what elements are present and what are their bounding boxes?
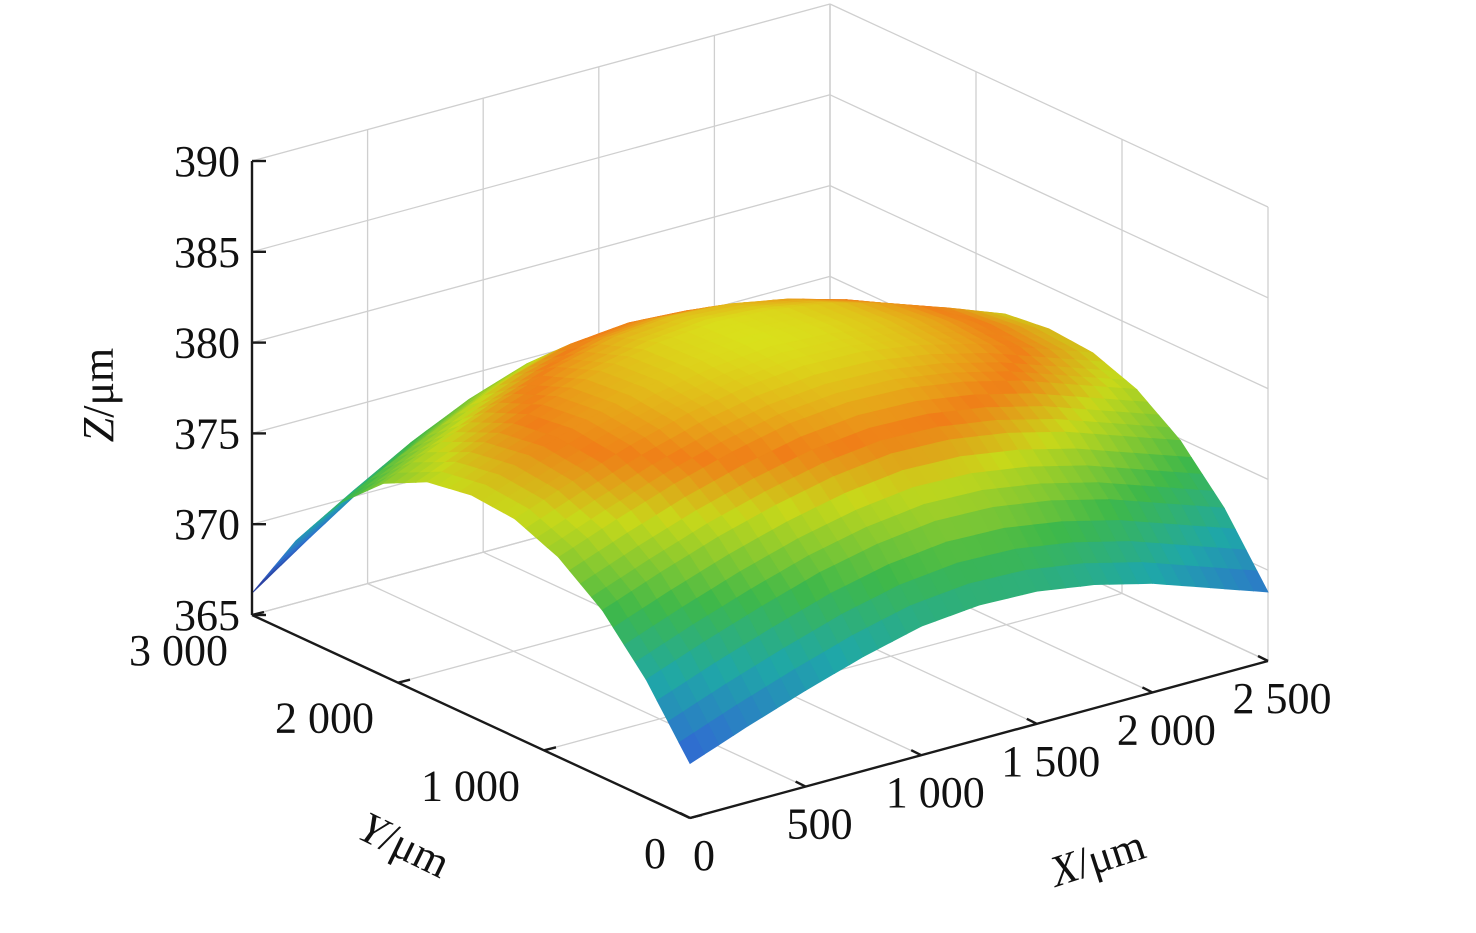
x-tick-mark: [910, 749, 922, 757]
z-tick-label: 370: [174, 500, 240, 549]
x-tick-mark: [1257, 654, 1269, 663]
surface-mesh: [251, 298, 1269, 765]
y-axis-title: Y/μm: [351, 802, 457, 887]
floor-gridline-x: [367, 583, 806, 788]
y-tick-label: 0: [644, 829, 666, 878]
x-tick-mark: [795, 780, 807, 788]
z-tick-label: 365: [174, 591, 240, 640]
axis-lines: [250, 159, 1269, 820]
z-axis-title: Z/μm: [74, 348, 123, 443]
x-tick-label: 1 000: [886, 768, 985, 817]
x-axis-title: X/μm: [1042, 820, 1151, 897]
backwall-gridline-z: [251, 94, 831, 253]
x-axis-line: [689, 659, 1269, 820]
sidewall-gridline-z: [829, 185, 1269, 390]
surface-facet: [678, 732, 706, 765]
y-tick-label: 1 000: [421, 761, 520, 810]
y-tick-mark: [543, 746, 557, 752]
y-axis-line: [251, 613, 691, 820]
y-tick-label: 2 000: [275, 694, 374, 743]
y-tick-label: 3 000: [129, 626, 228, 675]
z-tick-label: 385: [174, 228, 240, 277]
backwall-gridline-z: [251, 3, 831, 162]
x-tick-label: 1 500: [1001, 737, 1100, 786]
y-tick-mark: [397, 678, 411, 684]
backwall-gridline-z: [251, 184, 831, 344]
x-tick-mark: [679, 811, 691, 820]
x-tick-label: 0: [693, 831, 715, 880]
sidewall-gridline-z: [829, 94, 1269, 299]
tick-labels: 365 370 375 380 385 390 0 1 000 2 000 3 000 0 500 1 …: [129, 137, 1332, 880]
z-tick-label: 375: [174, 409, 240, 458]
x-tick-label: 500: [787, 800, 853, 849]
y-tick-mark: [251, 610, 265, 617]
x-tick-label: 2 500: [1233, 674, 1332, 723]
x-tick-label: 2 000: [1117, 705, 1216, 754]
z-tick-label: 390: [174, 137, 240, 186]
x-tick-mark: [1026, 717, 1038, 725]
x-tick-mark: [1141, 686, 1153, 694]
z-tick-label: 380: [174, 319, 240, 368]
backwall-gridline-z: [251, 275, 831, 435]
sidewall-gridline-z: [829, 3, 1269, 208]
y-tick-mark: [689, 813, 703, 820]
